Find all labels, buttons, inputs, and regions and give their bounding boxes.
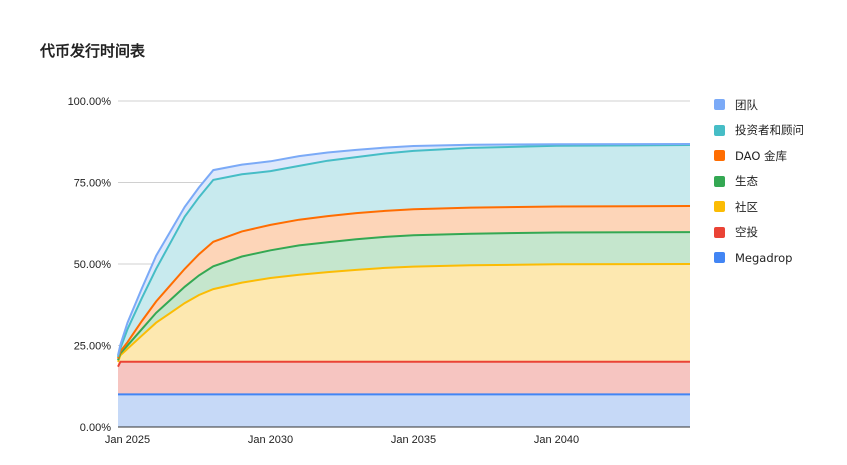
line-生态 xyxy=(117,231,691,361)
y-tick-label: 0.00% xyxy=(80,422,111,434)
legend-item[interactable]: 团队 xyxy=(714,92,804,118)
area-Megadrop xyxy=(118,394,690,427)
legend: 团队投资者和顾问 DAO 金库 生态社区空投 Megadrop xyxy=(714,92,804,271)
legend-swatch xyxy=(714,175,725,187)
legend-label: 生态 xyxy=(735,174,758,189)
legend-swatch xyxy=(714,226,725,238)
y-tick-label: 25.00% xyxy=(74,341,112,353)
y-tick-label: 100.00% xyxy=(68,96,112,108)
legend-label: 社区 xyxy=(735,199,758,214)
legend-swatch xyxy=(714,201,725,213)
legend-swatch xyxy=(714,99,725,111)
series-lines xyxy=(117,143,691,396)
legend-item[interactable]: Megadrop xyxy=(714,245,804,271)
line-团队 xyxy=(117,143,691,356)
axes: 0.00% 25.00% 50.00% 75.00% 100.00% Jan 2025 Ja… xyxy=(68,96,690,446)
legend-item[interactable]: 空投 xyxy=(714,220,804,246)
legend-swatch xyxy=(714,124,725,136)
legend-swatch xyxy=(714,150,725,162)
x-tick-label: Jan 2030 xyxy=(248,434,293,446)
legend-item[interactable]: 社区 xyxy=(714,194,804,220)
line-社区 xyxy=(117,263,691,363)
x-tick-label: Jan 2025 xyxy=(105,434,150,446)
area-DAO 金库 xyxy=(118,206,690,361)
x-tick-label: Jan 2035 xyxy=(391,434,436,446)
chart-title: 代币发行时间表 xyxy=(40,42,146,60)
area-series xyxy=(118,144,690,427)
legend-item[interactable]: 投资者和顾问 xyxy=(714,118,804,144)
legend-label: 空投 xyxy=(735,225,758,240)
area-社区 xyxy=(118,264,690,367)
legend-label: Megadrop xyxy=(735,250,793,265)
legend-label: 团队 xyxy=(735,97,758,112)
x-tick-label: Jan 2040 xyxy=(534,434,579,446)
y-tick-label: 75.00% xyxy=(74,178,112,190)
line-DAO 金库 xyxy=(117,205,691,359)
line-空投 xyxy=(117,360,690,368)
legend-item[interactable]: DAO 金库 xyxy=(714,143,804,169)
area-生态 xyxy=(118,232,690,362)
legend-swatch xyxy=(714,252,725,264)
line-投资者和顾问 xyxy=(117,144,691,358)
area-投资者和顾问 xyxy=(118,145,690,359)
legend-label: 投资者和顾问 xyxy=(735,123,804,138)
area-空投 xyxy=(118,361,690,395)
legend-item[interactable]: 生态 xyxy=(714,169,804,195)
y-tick-label: 50.00% xyxy=(74,259,112,271)
legend-label: DAO 金库 xyxy=(735,148,788,163)
